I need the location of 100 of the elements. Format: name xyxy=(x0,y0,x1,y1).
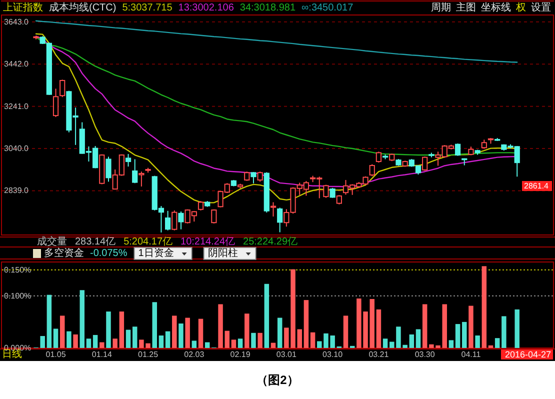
text: ∞:3450.017 xyxy=(302,2,354,14)
bar xyxy=(192,340,197,348)
bar xyxy=(238,338,243,348)
text: 5:3037.715 xyxy=(122,2,173,14)
bar xyxy=(462,322,467,348)
candlestick xyxy=(244,171,250,182)
y-tick-label: 3040.0 xyxy=(4,144,30,154)
bar xyxy=(514,309,520,348)
annotation: 2861.4 xyxy=(524,182,550,191)
bar xyxy=(66,331,72,348)
x-tick-label: 03.01 xyxy=(276,350,297,359)
y-tick-label: 0.100% xyxy=(4,291,32,300)
candlestick xyxy=(454,142,461,156)
x-tick-label: 01.14 xyxy=(92,350,112,359)
text: 主图 xyxy=(456,2,476,14)
candlestick xyxy=(172,210,178,231)
candlestick xyxy=(250,172,256,184)
text: 阴阳柱 xyxy=(208,247,238,259)
bar xyxy=(475,335,480,348)
text: 283.14亿 xyxy=(75,236,116,248)
candlestick xyxy=(178,210,184,230)
candlestick xyxy=(211,208,217,224)
candlestick xyxy=(125,153,132,168)
candlestick xyxy=(257,171,263,182)
bar xyxy=(100,342,104,348)
bar xyxy=(482,266,487,348)
text: 坐标线 xyxy=(481,2,511,14)
text: 5:204.17亿 xyxy=(124,236,173,248)
candlestick xyxy=(52,88,59,118)
candlestick xyxy=(60,79,66,98)
candlestick xyxy=(369,164,375,177)
bar xyxy=(270,342,276,348)
bar xyxy=(277,318,282,348)
x-tick-label: 01.05 xyxy=(46,350,66,359)
chart-title: 上证指数 xyxy=(3,2,43,14)
bar xyxy=(251,332,256,348)
x-tick-label: 03.30 xyxy=(414,350,436,359)
bar xyxy=(468,306,474,348)
bar xyxy=(106,312,111,348)
text: 34:3018.981 xyxy=(240,2,296,14)
text: 权 xyxy=(515,2,526,14)
y-tick-label: 3643.0 xyxy=(4,17,30,26)
chart-title: 多空资金 xyxy=(44,247,84,259)
bar xyxy=(422,304,428,348)
bar xyxy=(304,300,309,348)
bar xyxy=(198,318,204,348)
bar xyxy=(494,338,500,348)
bar xyxy=(264,284,270,348)
bar xyxy=(53,328,58,348)
bar xyxy=(310,332,316,348)
bar xyxy=(80,290,84,348)
candlestick xyxy=(138,171,144,188)
bar xyxy=(416,329,421,348)
bar xyxy=(488,345,494,348)
x-tick-label: 02.19 xyxy=(230,350,251,359)
bar xyxy=(258,332,262,348)
bar xyxy=(244,314,250,348)
text: 1日资金 xyxy=(138,247,174,259)
candlestick xyxy=(376,151,382,164)
candlestick xyxy=(422,156,428,172)
x-tick-label: 03.10 xyxy=(322,350,344,359)
bar xyxy=(112,338,118,348)
text: 周期 xyxy=(431,2,451,14)
bar xyxy=(126,330,131,348)
text: 2016-04-27 xyxy=(504,350,551,360)
x-tick-label: 01.25 xyxy=(138,350,159,359)
chart-subtitle: -0.075% xyxy=(90,248,128,259)
text: 设置 xyxy=(531,2,551,14)
y-tick-label: 3442.0 xyxy=(4,60,30,69)
bar xyxy=(46,294,52,348)
candlestick xyxy=(132,158,138,184)
candlestick xyxy=(277,207,283,233)
candlestick xyxy=(198,200,204,211)
bar xyxy=(185,318,190,348)
bar xyxy=(448,340,454,348)
y-tick-label: 3241.0 xyxy=(4,102,30,111)
bar xyxy=(376,309,382,348)
candlestick xyxy=(323,184,329,198)
bar xyxy=(172,316,177,348)
bar xyxy=(60,316,65,348)
bar xyxy=(409,334,414,348)
candlestick xyxy=(106,156,112,182)
y-tick-label: 0.150% xyxy=(4,265,32,274)
bar xyxy=(343,316,348,348)
candlestick xyxy=(336,194,342,205)
bar xyxy=(231,340,236,348)
text: 13:3002.106 xyxy=(178,2,234,14)
text: 25:224.29亿 xyxy=(243,236,298,248)
x-tick-label: 02.03 xyxy=(184,350,205,359)
bar xyxy=(132,326,138,348)
bar xyxy=(86,338,92,348)
bar xyxy=(178,324,184,348)
chart-subtitle: 成本均线(CTC) xyxy=(49,2,116,14)
line-series xyxy=(35,20,518,63)
bar xyxy=(73,334,78,348)
text: 成交量 xyxy=(37,236,67,248)
candlestick xyxy=(330,187,336,198)
bar xyxy=(158,335,164,348)
bar xyxy=(382,338,388,348)
bar xyxy=(502,316,506,348)
